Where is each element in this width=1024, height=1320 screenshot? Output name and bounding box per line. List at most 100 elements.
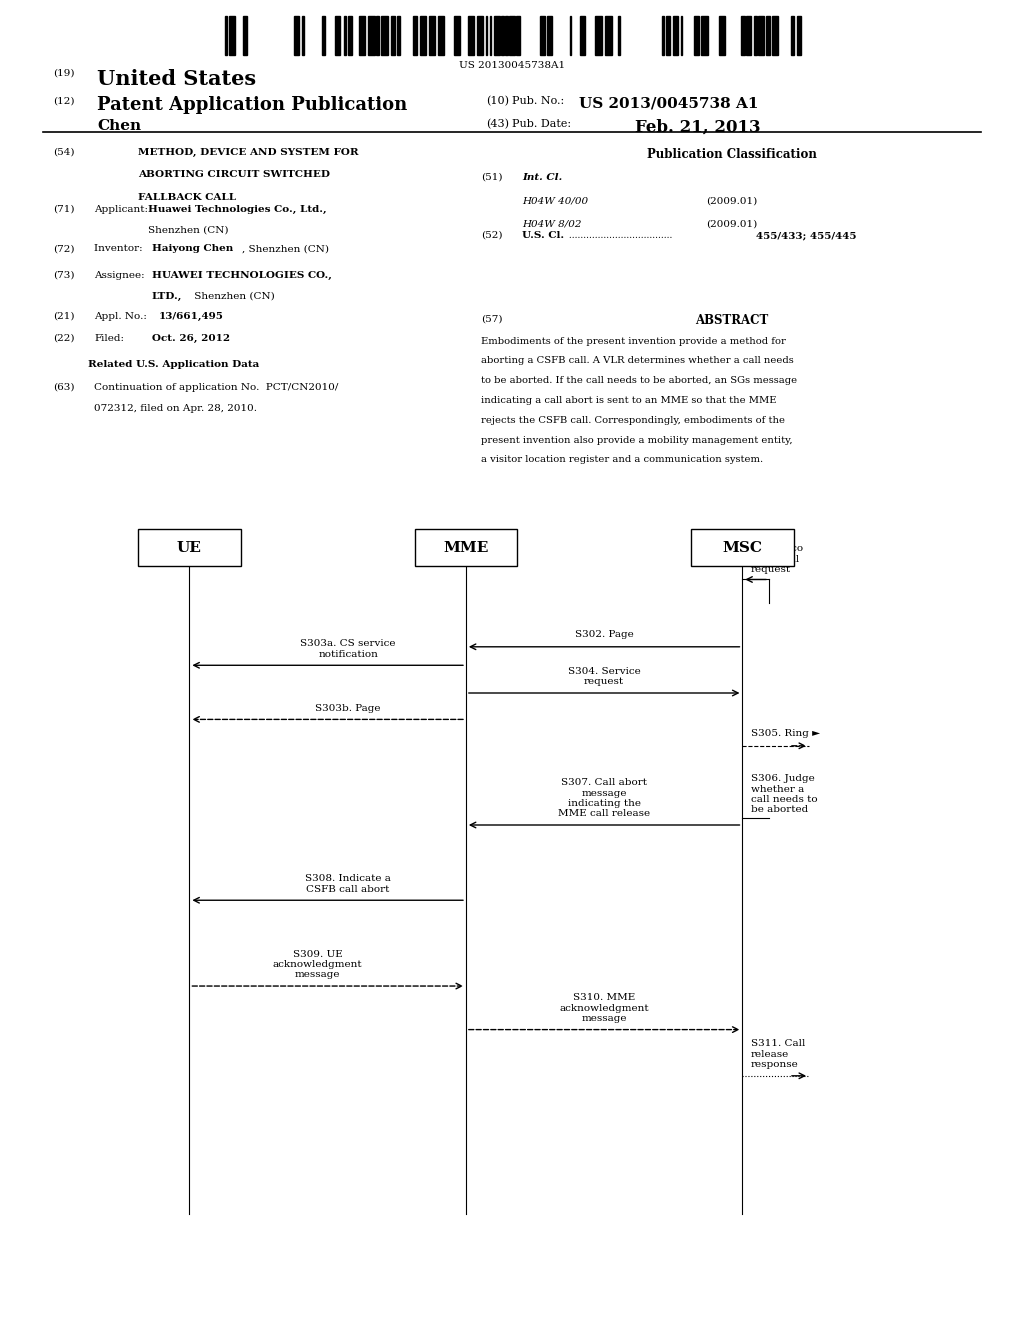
Text: Huawei Technologies Co., Ltd.,: Huawei Technologies Co., Ltd.,	[148, 205, 327, 214]
Text: S308. Indicate a
CSFB call abort: S308. Indicate a CSFB call abort	[305, 874, 391, 894]
Bar	[792, 16, 795, 55]
Text: a visitor location register and a communication system.: a visitor location register and a commun…	[481, 455, 764, 465]
Bar	[691, 529, 794, 566]
Text: Appl. No.:: Appl. No.:	[94, 312, 151, 321]
Text: ....................................: ....................................	[566, 231, 673, 240]
Text: (52): (52)	[481, 231, 503, 240]
Text: H04W 40/00: H04W 40/00	[522, 197, 589, 206]
Bar	[396, 16, 399, 55]
Text: Feb. 21, 2013: Feb. 21, 2013	[635, 119, 761, 136]
Bar	[486, 16, 487, 55]
Bar	[421, 16, 426, 55]
Bar	[758, 16, 764, 55]
Text: S304. Service
request: S304. Service request	[567, 667, 641, 686]
Text: (19): (19)	[53, 69, 75, 78]
Text: United States: United States	[97, 69, 256, 88]
Text: S302. Page: S302. Page	[574, 630, 634, 639]
Text: indicating a call abort is sent to an MME so that the MME: indicating a call abort is sent to an MM…	[481, 396, 777, 405]
Bar	[502, 16, 504, 55]
Bar	[740, 16, 744, 55]
Text: Publication Classification: Publication Classification	[647, 148, 817, 161]
Text: METHOD, DEVICE AND SYSTEM FOR: METHOD, DEVICE AND SYSTEM FOR	[138, 148, 358, 157]
Text: LTD.,: LTD.,	[152, 292, 182, 301]
Bar	[694, 16, 699, 55]
Text: (22): (22)	[53, 334, 75, 343]
Bar	[673, 16, 678, 55]
Text: rejects the CSFB call. Correspondingly, embodiments of the: rejects the CSFB call. Correspondingly, …	[481, 416, 785, 425]
Bar	[540, 16, 545, 55]
Text: Haiyong Chen: Haiyong Chen	[152, 244, 232, 253]
Text: 13/661,495: 13/661,495	[159, 312, 223, 321]
Bar	[766, 16, 770, 55]
Bar	[344, 16, 346, 55]
Text: U.S. Cl.: U.S. Cl.	[522, 231, 564, 240]
Bar	[229, 16, 234, 55]
Text: HUAWEI TECHNOLOGIES CO.,: HUAWEI TECHNOLOGIES CO.,	[152, 271, 332, 280]
Bar	[381, 16, 388, 55]
Bar	[547, 16, 552, 55]
Text: (12): (12)	[53, 96, 75, 106]
Bar	[489, 16, 490, 55]
Text: (72): (72)	[53, 244, 75, 253]
Text: Applicant:: Applicant:	[94, 205, 152, 214]
Text: S310. MME
acknowledgment
message: S310. MME acknowledgment message	[559, 993, 649, 1023]
Text: US 2013/0045738 A1: US 2013/0045738 A1	[579, 96, 758, 111]
Text: (21): (21)	[53, 312, 75, 321]
Text: Embodiments of the present invention provide a method for: Embodiments of the present invention pro…	[481, 337, 786, 346]
Text: Pub. No.:: Pub. No.:	[512, 96, 564, 107]
Bar	[667, 16, 671, 55]
Text: aborting a CSFB call. A VLR determines whether a call needs: aborting a CSFB call. A VLR determines w…	[481, 356, 794, 366]
Text: 455/433; 455/445: 455/433; 455/445	[756, 231, 856, 240]
Bar	[581, 16, 585, 55]
Bar	[516, 16, 520, 55]
Text: US 20130045738A1: US 20130045738A1	[459, 61, 565, 70]
Text: Related U.S. Application Data: Related U.S. Application Data	[88, 360, 260, 370]
Text: S309. UE
acknowledgment
message: S309. UE acknowledgment message	[272, 949, 362, 979]
Bar	[595, 16, 602, 55]
Bar	[746, 16, 752, 55]
Bar	[302, 16, 304, 55]
Bar	[368, 16, 375, 55]
Text: 072312, filed on Apr. 28, 2010.: 072312, filed on Apr. 28, 2010.	[94, 404, 257, 413]
Text: Pub. Date:: Pub. Date:	[512, 119, 571, 129]
Text: MSC: MSC	[722, 541, 763, 554]
Bar	[415, 529, 517, 566]
Bar	[294, 16, 299, 55]
Bar	[681, 16, 682, 55]
Text: H04W 8/02: H04W 8/02	[522, 219, 582, 228]
Bar	[225, 16, 226, 55]
Bar	[437, 16, 443, 55]
Text: present invention also provide a mobility management entity,: present invention also provide a mobilit…	[481, 436, 793, 445]
Bar	[138, 529, 241, 566]
Bar	[391, 16, 395, 55]
Bar	[505, 16, 508, 55]
Text: Assignee:: Assignee:	[94, 271, 148, 280]
Bar	[772, 16, 778, 55]
Text: Inventor:: Inventor:	[94, 244, 150, 253]
Bar	[605, 16, 611, 55]
Text: S307. Call abort
message
indicating the
MME call release: S307. Call abort message indicating the …	[558, 779, 650, 818]
Text: (10): (10)	[486, 96, 509, 107]
Text: (2009.01): (2009.01)	[707, 197, 758, 206]
Bar	[701, 16, 708, 55]
Bar	[429, 16, 434, 55]
Text: Filed:: Filed:	[94, 334, 124, 343]
Bar	[509, 16, 515, 55]
Bar	[494, 16, 500, 55]
Text: S306. Judge
whether a
call needs to
be aborted: S306. Judge whether a call needs to be a…	[751, 775, 817, 814]
Text: Chen: Chen	[97, 119, 141, 133]
Text: S311. Call
release
response: S311. Call release response	[751, 1039, 805, 1069]
Bar	[454, 16, 460, 55]
Text: S303a. CS service
notification: S303a. CS service notification	[300, 639, 396, 659]
Text: (63): (63)	[53, 383, 75, 392]
Bar	[570, 16, 571, 55]
Bar	[719, 16, 725, 55]
Text: (51): (51)	[481, 173, 503, 182]
Text: (71): (71)	[53, 205, 75, 214]
Text: ABORTING CIRCUIT SWITCHED: ABORTING CIRCUIT SWITCHED	[138, 170, 330, 180]
Bar	[414, 16, 417, 55]
Text: Continuation of application No.  PCT/CN2010/: Continuation of application No. PCT/CN20…	[94, 383, 339, 392]
Text: Oct. 26, 2012: Oct. 26, 2012	[152, 334, 229, 343]
Text: S305. Ring ►: S305. Ring ►	[751, 729, 820, 738]
Text: Shenzhen (CN): Shenzhen (CN)	[148, 226, 229, 235]
